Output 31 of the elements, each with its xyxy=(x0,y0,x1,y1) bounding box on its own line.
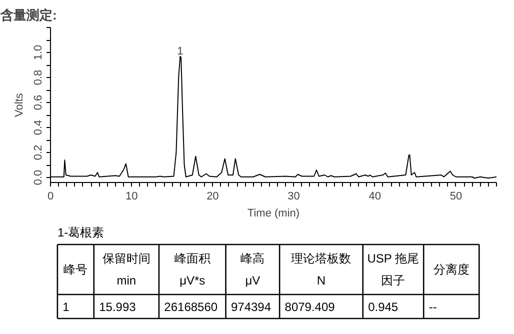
x-tick-label: 40 xyxy=(368,190,381,202)
text: 8079.409 xyxy=(284,300,336,314)
y-tick-label: 0.8 xyxy=(32,70,44,86)
text: -- xyxy=(428,300,437,314)
y-tick-label: 0.2 xyxy=(32,144,44,160)
x-tick-label: 10 xyxy=(125,190,138,202)
y-tick-label: 0.6 xyxy=(32,94,44,110)
y-axis-title: Volts xyxy=(14,92,26,117)
text: 974394 xyxy=(230,300,272,314)
text: 理论塔板数 N xyxy=(291,251,352,288)
y-tick-label: 0.4 xyxy=(32,120,44,136)
y-tick-label: 1.0 xyxy=(32,44,44,60)
x-tick-label: 50 xyxy=(450,190,462,202)
text: USP 拖尾因子 xyxy=(367,251,420,288)
chart-title: 含量测定: xyxy=(0,8,57,22)
annotation: 1 xyxy=(177,45,184,58)
text: 26168560 xyxy=(164,300,218,314)
x-tick-label: 30 xyxy=(288,190,300,202)
text: 峰高 μV xyxy=(240,251,265,288)
text: 峰号 xyxy=(64,262,88,276)
text: 保留时间 min xyxy=(102,251,150,288)
text: 0.945 xyxy=(368,300,398,314)
text: 1 xyxy=(62,300,70,314)
text: 1-葛根素 xyxy=(57,226,104,240)
text: 分离度 xyxy=(433,262,470,276)
x-tick-label: 0 xyxy=(47,190,54,202)
text: 15.993 xyxy=(99,300,136,314)
x-axis-title: Time (min) xyxy=(247,208,300,220)
text: 峰面积 μV*s xyxy=(174,251,210,288)
x-tick-label: 20 xyxy=(206,190,219,202)
y-tick-label: 0.0 xyxy=(32,170,44,186)
